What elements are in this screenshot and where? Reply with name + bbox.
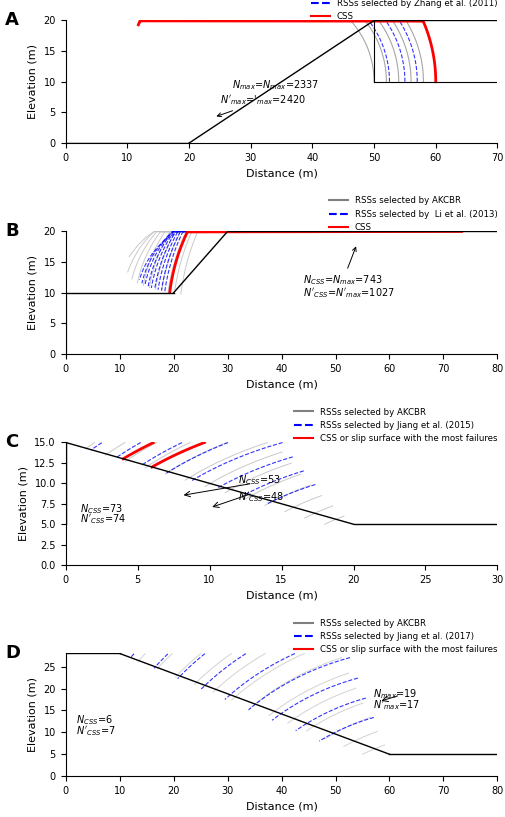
Legend: RSSs selected by AKCBR, RSSs selected by Jiang et al. (2017), CSS or slip surfac: RSSs selected by AKCBR, RSSs selected by… bbox=[294, 618, 497, 654]
Text: $N_{CSS}$=6: $N_{CSS}$=6 bbox=[76, 713, 113, 727]
Text: $N'_{max}$=17: $N'_{max}$=17 bbox=[373, 699, 421, 712]
X-axis label: Distance (m): Distance (m) bbox=[245, 168, 318, 178]
Text: $N_{CSS}$=$N_{max}$=743: $N_{CSS}$=$N_{max}$=743 bbox=[303, 248, 383, 288]
Legend: RSSs selected by AKCBR, RSSs selected by Zhang et al. (2011), CSS: RSSs selected by AKCBR, RSSs selected by… bbox=[311, 0, 497, 21]
Text: B: B bbox=[5, 221, 19, 239]
Text: $N'_{CSS}$=48: $N'_{CSS}$=48 bbox=[238, 489, 284, 503]
Legend: RSSs selected by AKCBR, RSSs selected by  Li et al. (2013), CSS: RSSs selected by AKCBR, RSSs selected by… bbox=[329, 196, 497, 232]
X-axis label: Distance (m): Distance (m) bbox=[245, 379, 318, 390]
Text: $N_{CSS}$=53: $N_{CSS}$=53 bbox=[238, 473, 281, 487]
Text: C: C bbox=[5, 433, 19, 451]
Legend: RSSs selected by AKCBR, RSSs selected by Jiang et al. (2015), CSS or slip surfac: RSSs selected by AKCBR, RSSs selected by… bbox=[294, 408, 497, 443]
Y-axis label: Elevation (m): Elevation (m) bbox=[28, 44, 38, 119]
Y-axis label: Elevation (m): Elevation (m) bbox=[28, 255, 38, 330]
Text: $N'_{max}$=$'_{max}$=2420: $N'_{max}$=$'_{max}$=2420 bbox=[217, 93, 306, 117]
Text: $N'_{CSS}$=7: $N'_{CSS}$=7 bbox=[76, 725, 116, 739]
Text: A: A bbox=[5, 11, 19, 29]
Text: $N'_{CSS}$=$N'_{max}$=1027: $N'_{CSS}$=$N'_{max}$=1027 bbox=[303, 286, 395, 300]
Text: $N_{max}$=19: $N_{max}$=19 bbox=[373, 687, 418, 701]
Y-axis label: Elevation (m): Elevation (m) bbox=[19, 467, 29, 542]
Text: D: D bbox=[5, 644, 20, 662]
X-axis label: Distance (m): Distance (m) bbox=[245, 591, 318, 600]
Text: $N_{max}$=$N_{max}$=2337: $N_{max}$=$N_{max}$=2337 bbox=[232, 78, 320, 92]
Text: $N_{CSS}$=73: $N_{CSS}$=73 bbox=[80, 502, 123, 516]
X-axis label: Distance (m): Distance (m) bbox=[245, 801, 318, 811]
Y-axis label: Elevation (m): Elevation (m) bbox=[28, 677, 38, 752]
Text: $N'_{CSS}$=74: $N'_{CSS}$=74 bbox=[80, 511, 126, 525]
